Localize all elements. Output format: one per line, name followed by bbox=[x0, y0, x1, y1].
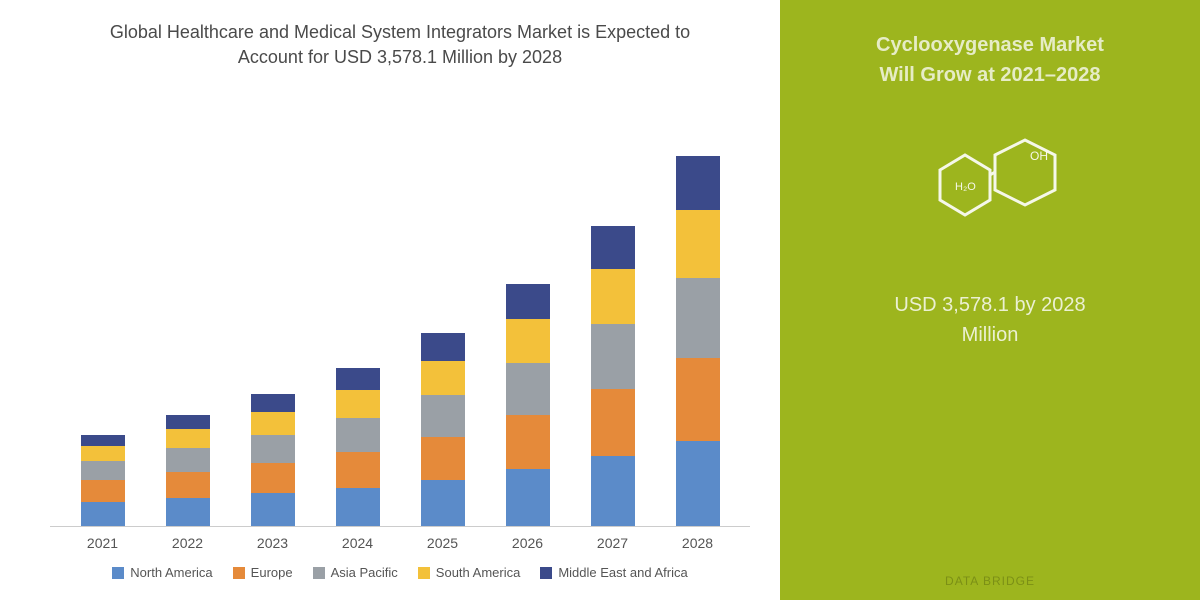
footer-logo: DATA BRIDGE bbox=[945, 574, 1035, 588]
bar-segment bbox=[166, 498, 210, 526]
x-axis-label: 2026 bbox=[498, 535, 558, 551]
x-axis-label: 2024 bbox=[328, 535, 388, 551]
legend-swatch bbox=[540, 567, 552, 579]
sidebar-title: Cyclooxygenase Market Will Grow at 2021–… bbox=[876, 30, 1104, 90]
bar-segment bbox=[591, 324, 635, 389]
bar-segment bbox=[336, 368, 380, 390]
bar-segment bbox=[421, 361, 465, 396]
hex-label-2: H₂O bbox=[955, 181, 976, 193]
bar-segment bbox=[251, 394, 295, 411]
bar-stack bbox=[81, 435, 125, 526]
legend-label: Middle East and Africa bbox=[558, 565, 687, 580]
x-axis-label: 2021 bbox=[73, 535, 133, 551]
x-axis-label: 2025 bbox=[413, 535, 473, 551]
bar-segment bbox=[676, 278, 720, 359]
bar-segment bbox=[676, 441, 720, 526]
sidebar-stat-line2: Million bbox=[962, 324, 1019, 346]
bar-stack bbox=[251, 394, 295, 526]
bar-segment bbox=[676, 358, 720, 441]
bar-stack bbox=[506, 284, 550, 526]
bar-segment bbox=[591, 456, 635, 526]
bar-group bbox=[73, 435, 133, 526]
legend-swatch bbox=[418, 567, 430, 579]
legend-item: North America bbox=[112, 565, 212, 580]
legend-swatch bbox=[233, 567, 245, 579]
bar-segment bbox=[591, 389, 635, 456]
legend-label: Europe bbox=[251, 565, 293, 580]
x-axis-label: 2028 bbox=[668, 535, 728, 551]
bar-segment bbox=[251, 493, 295, 526]
bar-segment bbox=[336, 390, 380, 418]
legend-swatch bbox=[313, 567, 325, 579]
sidebar-title-line2: Will Grow at 2021–2028 bbox=[879, 64, 1100, 86]
bar-segment bbox=[676, 210, 720, 277]
legend-label: Asia Pacific bbox=[331, 565, 398, 580]
hex-label-1: OH bbox=[1030, 149, 1048, 163]
bar-segment bbox=[591, 269, 635, 323]
x-axis-label: 2027 bbox=[583, 535, 643, 551]
bar-segment bbox=[336, 488, 380, 526]
chart-panel: Global Healthcare and Medical System Int… bbox=[0, 0, 780, 600]
legend-item: South America bbox=[418, 565, 521, 580]
legend-swatch bbox=[112, 567, 124, 579]
bar-segment bbox=[251, 435, 295, 463]
bar-segment bbox=[81, 461, 125, 481]
bar-segment bbox=[421, 437, 465, 481]
sidebar-panel: Cyclooxygenase Market Will Grow at 2021–… bbox=[780, 0, 1200, 600]
x-axis-label: 2023 bbox=[243, 535, 303, 551]
bar-segment bbox=[506, 284, 550, 319]
legend-label: North America bbox=[130, 565, 212, 580]
legend-item: Europe bbox=[233, 565, 293, 580]
bar-segment bbox=[421, 395, 465, 436]
bar-group bbox=[328, 368, 388, 526]
bar-segment bbox=[166, 415, 210, 429]
sidebar-stat: USD 3,578.1 by 2028 Million bbox=[894, 290, 1085, 350]
bar-segment bbox=[166, 429, 210, 448]
bar-segment bbox=[421, 333, 465, 360]
bar-segment bbox=[81, 446, 125, 461]
chart-legend: North America Europe Asia Pacific South Ame… bbox=[50, 565, 750, 580]
bar-segment bbox=[676, 156, 720, 210]
bar-segment bbox=[421, 480, 465, 526]
legend-label: South America bbox=[436, 565, 521, 580]
bar-segment bbox=[591, 226, 635, 270]
bar-segment bbox=[251, 463, 295, 493]
bar-group bbox=[243, 394, 303, 526]
bar-segment bbox=[81, 480, 125, 502]
bar-group bbox=[413, 333, 473, 526]
bar-group bbox=[498, 284, 558, 526]
x-axis-label: 2022 bbox=[158, 535, 218, 551]
legend-item: Middle East and Africa bbox=[540, 565, 687, 580]
bar-stack bbox=[336, 368, 380, 526]
bar-segment bbox=[506, 415, 550, 469]
bar-stack bbox=[166, 415, 210, 526]
bar-stack bbox=[591, 226, 635, 526]
bar-segment bbox=[251, 412, 295, 435]
bar-stack bbox=[421, 333, 465, 526]
bar-group bbox=[668, 156, 728, 526]
bar-stack bbox=[676, 156, 720, 526]
bar-group bbox=[158, 415, 218, 526]
sidebar-stat-line1: USD 3,578.1 by 2028 bbox=[894, 294, 1085, 316]
molecule-icon: OH H₂O bbox=[900, 120, 1080, 260]
bar-segment bbox=[336, 452, 380, 488]
bar-segment bbox=[506, 319, 550, 363]
bar-segment bbox=[506, 363, 550, 415]
chart-title: Global Healthcare and Medical System Int… bbox=[50, 20, 750, 70]
bar-segment bbox=[81, 502, 125, 526]
sidebar-title-line1: Cyclooxygenase Market bbox=[876, 34, 1104, 56]
bar-segment bbox=[336, 418, 380, 452]
bar-segment bbox=[506, 469, 550, 526]
legend-item: Asia Pacific bbox=[313, 565, 398, 580]
bar-segment bbox=[166, 472, 210, 498]
chart-plot-area bbox=[50, 90, 750, 527]
bar-group bbox=[583, 226, 643, 526]
bar-segment bbox=[81, 435, 125, 446]
bar-segment bbox=[166, 448, 210, 472]
x-axis-labels: 2021 2022 2023 2024 2025 2026 2027 2028 bbox=[50, 527, 750, 551]
